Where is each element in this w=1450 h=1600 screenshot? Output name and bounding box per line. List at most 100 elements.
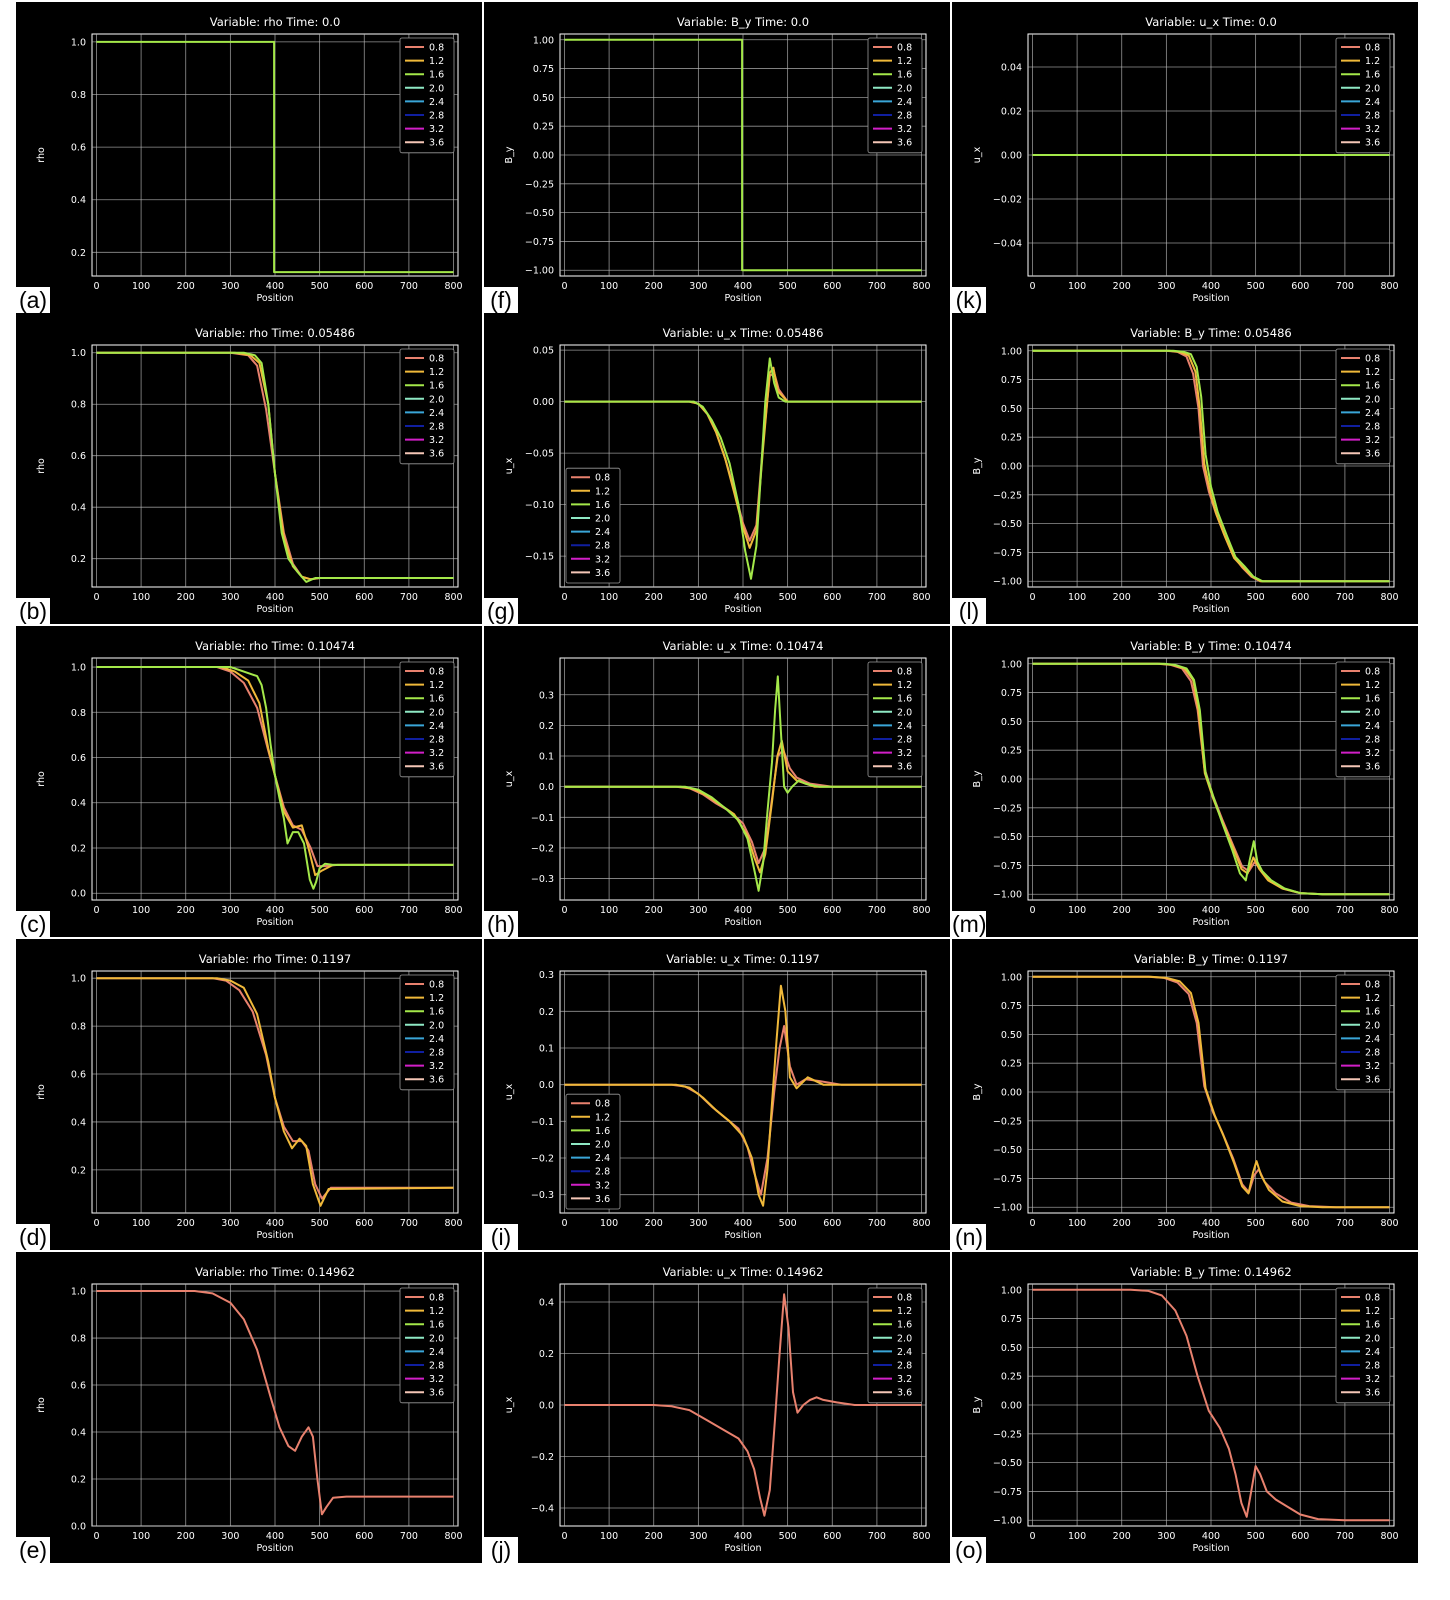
x-axis-label: Position [725,1543,762,1554]
legend-label: 2.8 [1365,1048,1380,1059]
x-tick-label: 200 [1113,1218,1131,1229]
chart-title: Variable: u_x Time: 0.1197 [666,952,820,966]
x-tick-label: 800 [1380,905,1398,916]
legend-label: 3.6 [429,449,444,460]
y-tick-label: −0.50 [993,1458,1022,1469]
series-line-1.2 [564,984,922,1207]
x-axis-label: Position [725,1230,762,1241]
chart-title: Variable: u_x Time: 0.0 [1145,15,1277,29]
y-tick-label: 0.25 [1001,746,1022,757]
x-tick-label: 100 [1068,1531,1086,1542]
x-tick-label: 700 [400,1531,418,1542]
legend-label: 2.0 [897,1333,912,1344]
y-tick-label: −1.00 [993,577,1022,588]
y-axis-label: u_x [504,457,515,474]
y-tick-label: 0.4 [71,195,86,206]
legend-label: 0.8 [429,980,444,991]
x-tick-label: 600 [355,1531,373,1542]
legend: 0.8 1.2 1.6 2.0 2.4 2.8 3.2 3.6 [565,467,621,584]
x-tick-label: 700 [400,281,418,292]
y-tick-label: −0.75 [993,1487,1022,1498]
x-tick-label: 500 [1247,592,1265,603]
x-tick-label: 400 [266,1218,284,1229]
x-tick-label: 100 [1068,905,1086,916]
y-tick-label: 0.6 [71,143,86,154]
panel-letter: (n) [952,1224,986,1250]
y-tick-label: 0.75 [1001,688,1022,699]
y-tick-label: −0.3 [531,1190,554,1201]
y-tick-label: 1.0 [71,974,86,985]
y-tick-label: −1.00 [993,1516,1022,1527]
chart-title: Variable: B_y Time: 0.14962 [1130,1265,1291,1279]
y-tick-label: −0.3 [531,874,554,885]
x-tick-label: 400 [266,281,284,292]
y-tick-label: −1.00 [525,266,554,277]
series-line-1.6 [564,38,922,272]
series-line-0.8 [564,1293,922,1517]
y-tick-label: 0.50 [533,93,554,104]
x-tick-label: 200 [177,592,195,603]
chart-o: 0 100 200 300 400 500 600 700 800 −1.00 −0.75 −0.50… [972,1265,1399,1554]
y-tick-label: 0.02 [1001,107,1022,118]
x-tick-label: 500 [779,1218,797,1229]
legend-label: 2.4 [429,1034,444,1045]
panel-b: 0 100 200 300 400 500 600 700 800 0.2 0.4 0.6 0.8 1.0… [16,313,482,624]
legend-label: 2.4 [1365,97,1380,108]
panel-letter: (d) [16,1224,50,1250]
legend-label: 2.0 [1365,83,1380,94]
legend-label: 3.2 [897,124,912,135]
legend-label: 2.4 [429,721,444,732]
y-tick-label: 1.0 [71,348,86,359]
x-tick-label: 300 [221,592,239,603]
legend-label: 1.2 [595,1112,610,1123]
legend-label: 0.8 [595,473,610,484]
legend-label: 2.4 [897,721,912,732]
legend-label: 1.2 [897,56,912,67]
x-tick-label: 600 [823,1218,841,1229]
y-tick-label: −0.2 [531,843,554,854]
panel-m: 0 100 200 300 400 500 600 700 800 −1.00 −0.75 −0.50… [952,626,1418,937]
x-tick-label: 500 [1247,1218,1265,1229]
legend-label: 1.2 [595,486,610,497]
legend-label: 3.2 [595,1180,610,1191]
y-tick-label: 1.00 [1001,1285,1022,1296]
y-tick-label: −0.25 [993,490,1022,501]
legend-label: 1.2 [1365,993,1380,1004]
x-tick-label: 800 [912,592,930,603]
y-tick-label: 0.00 [1001,1401,1022,1412]
legend-label: 0.8 [595,1099,610,1110]
y-tick-label: 1.0 [71,37,86,48]
y-tick-label: 0.75 [1001,1001,1022,1012]
series-line-0.8 [96,1290,454,1516]
x-tick-label: 500 [779,281,797,292]
x-tick-label: 500 [1247,281,1265,292]
y-tick-label: 0.3 [539,970,554,981]
x-tick-label: 0 [1029,1218,1035,1229]
legend-label: 3.2 [429,124,444,135]
x-tick-label: 400 [734,905,752,916]
legend-label: 2.4 [595,527,610,538]
series-line-1.2 [1032,975,1390,1209]
legend: 0.8 1.2 1.6 2.0 2.4 2.8 3.2 3.6 [399,974,455,1091]
x-axis-label: Position [725,917,762,928]
x-tick-label: 600 [823,592,841,603]
legend-label: 1.6 [429,1320,444,1331]
x-tick-label: 300 [1157,1218,1175,1229]
x-tick-label: 300 [689,1531,707,1542]
y-tick-label: 0.6 [71,1070,86,1081]
x-tick-label: 400 [266,592,284,603]
legend-label: 3.2 [1365,124,1380,135]
series-line-1.6 [564,675,922,892]
legend-label: 1.6 [1365,381,1380,392]
x-tick-label: 300 [221,905,239,916]
x-tick-label: 700 [400,905,418,916]
x-tick-label: 200 [177,281,195,292]
x-tick-label: 700 [868,281,886,292]
x-tick-label: 600 [823,905,841,916]
legend-label: 1.6 [897,694,912,705]
y-tick-label: −0.10 [525,500,554,511]
x-axis-label: Position [1193,293,1230,304]
y-tick-label: 0.2 [71,843,86,854]
panel-n: 0 100 200 300 400 500 600 700 800 −1.00 −0.75 −0.50… [952,939,1418,1250]
y-tick-label: 0.2 [71,554,86,565]
